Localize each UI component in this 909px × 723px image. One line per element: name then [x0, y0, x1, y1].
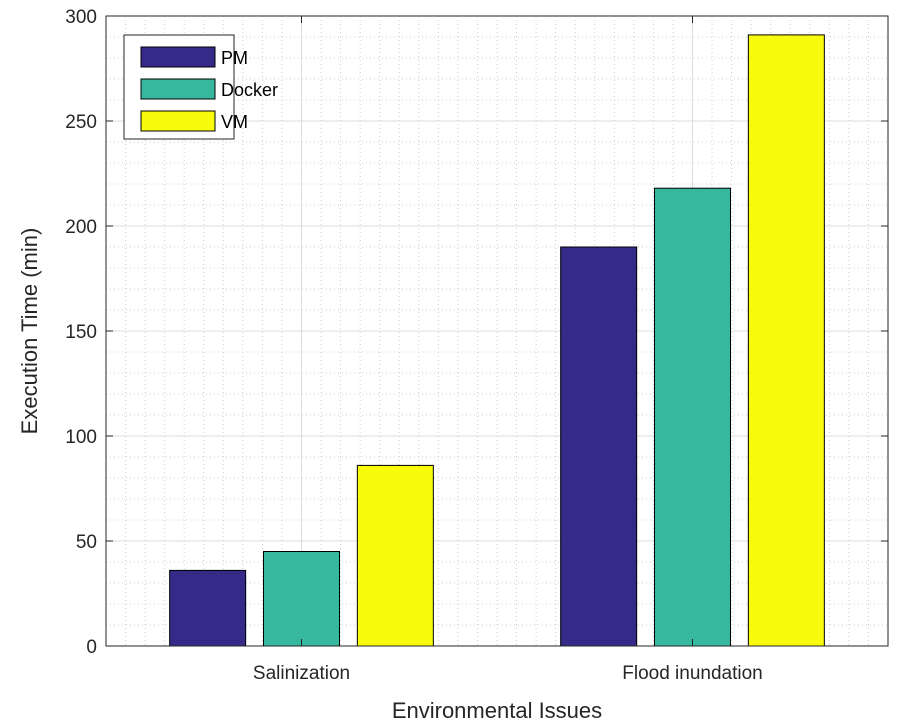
y-tick-label: 50 [76, 532, 97, 553]
x-axis-label: Environmental Issues [392, 698, 602, 723]
legend-label-pm: PM [221, 48, 248, 68]
bar-vm-flood-inundation [747, 34, 825, 647]
y-tick-labels: 0 50 100 150 200 250 300 [65, 7, 97, 658]
x-tick-label: Flood inundation [622, 663, 763, 684]
x-tick-label: Salinization [253, 663, 350, 684]
y-tick-label: 150 [65, 322, 97, 343]
y-tick-label: 300 [65, 7, 97, 28]
legend-label-vm: VM [221, 112, 248, 132]
legend: PM Docker VM [123, 34, 278, 140]
bars [169, 34, 825, 647]
legend-swatch-pm [140, 46, 216, 68]
x-tick-labels: Salinization Flood inundation [253, 663, 763, 684]
bar-pm-salinization [169, 569, 247, 647]
y-axis-label: Execution Time (min) [17, 228, 42, 435]
y-tick-label: 0 [86, 637, 97, 658]
bar-docker-salinization [262, 551, 341, 647]
bar-docker-flood-inundation [653, 187, 732, 647]
axis-ticks [106, 15, 888, 647]
y-tick-label: 100 [65, 427, 97, 448]
bar-pm-flood-inundation [560, 246, 638, 647]
legend-label-docker: Docker [221, 80, 278, 100]
bar-vm-salinization [356, 464, 434, 647]
y-tick-label: 200 [65, 217, 97, 238]
legend-swatch-vm [140, 110, 216, 132]
y-tick-label: 250 [65, 112, 97, 133]
legend-swatch-docker [140, 78, 216, 100]
